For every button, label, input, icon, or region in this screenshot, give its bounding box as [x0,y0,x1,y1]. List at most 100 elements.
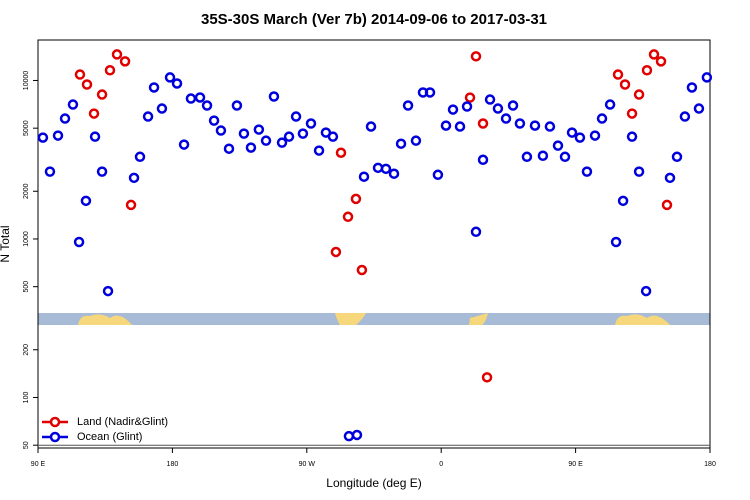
legend-label: Ocean (Glint) [77,431,142,443]
point [365,121,377,132]
point [521,151,533,163]
point [484,94,496,105]
point [661,199,673,211]
point [481,372,493,383]
point [514,118,526,129]
point [164,72,176,83]
x-tick-label: 90 E [568,461,583,468]
point [96,166,108,177]
y-tick-label: 100 [23,392,30,404]
point [253,124,265,135]
point [529,120,541,131]
y-axis-label: N Total [0,225,12,262]
y-tick-label: 200 [23,344,30,356]
point [610,236,622,248]
point [276,137,288,148]
point [604,99,616,110]
point [119,56,131,67]
point [148,82,160,93]
point [500,113,512,124]
point [342,211,354,223]
point [470,51,482,62]
point [617,195,629,207]
point [633,89,645,100]
point [640,285,652,297]
point [268,91,280,102]
point [633,166,645,177]
x-tick-label: 180 [704,461,716,468]
point [686,82,698,93]
point [156,103,168,114]
point [380,163,392,175]
point [388,168,400,179]
point [305,118,317,129]
point [194,92,206,103]
point [223,143,235,154]
point [655,56,667,67]
point [104,64,116,76]
point [477,118,489,129]
point [693,103,705,114]
point [37,132,49,143]
map-strip [38,313,710,325]
point [477,154,489,166]
point [410,135,422,146]
point [581,166,593,177]
point [185,93,197,104]
point [424,87,436,98]
point [358,171,370,182]
point [544,121,556,132]
y-tick-label: 10000 [23,71,30,91]
x-tick-label: 0 [439,461,443,468]
point [80,195,92,207]
legend-label: Land (Nadir&Glint) [77,416,168,428]
point [73,236,85,248]
point [664,172,676,184]
point [566,127,578,138]
point [96,89,108,100]
point [351,429,363,441]
point [231,100,243,111]
plot-frame [37,39,711,449]
point [215,125,227,136]
point [626,108,638,119]
point [290,111,302,122]
point [128,172,140,184]
point [589,130,601,141]
point [67,99,79,110]
point [492,103,504,114]
point [111,49,123,60]
point [626,131,638,142]
point [395,138,407,149]
point [283,131,295,142]
point [461,101,473,112]
x-axis-label: Longitude (deg E) [326,476,421,490]
point [432,169,444,181]
point [356,264,368,276]
x-tick-label: 90 E [31,461,46,468]
point [208,115,220,126]
point [327,131,339,142]
point [641,64,653,76]
point [238,128,250,139]
point [671,151,683,163]
point [559,151,571,163]
point [679,111,691,122]
point [89,131,101,142]
point [552,140,564,151]
point [648,49,660,60]
point [440,120,452,131]
y-tick-label: 1000 [23,231,30,247]
legend-marker [49,431,61,443]
point [142,111,154,122]
point [134,151,146,163]
point [402,100,414,111]
point [125,199,137,211]
point [470,226,482,238]
point [343,430,355,442]
point [171,78,183,89]
point [464,92,476,103]
point [507,100,519,111]
point [350,193,362,205]
